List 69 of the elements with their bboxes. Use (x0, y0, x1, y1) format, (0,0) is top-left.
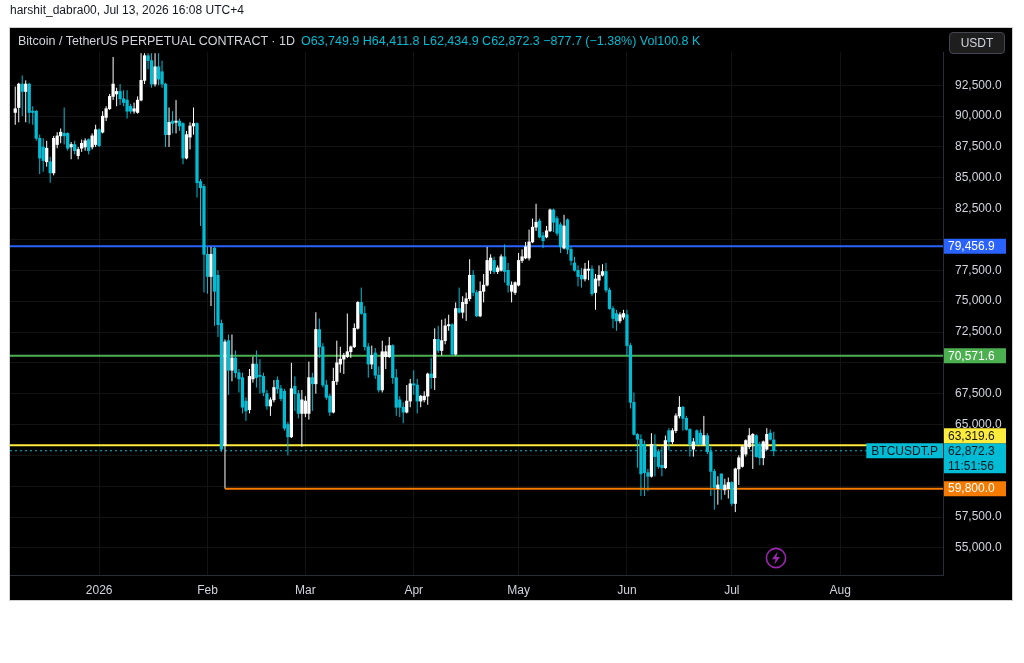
text: harshit_dabra00, Jul 13, 2026 16:08 UTC+4 (10, 3, 244, 18)
chart-title: Bitcoin / TetherUS PERPETUAL CONTRACT · 1D (18, 34, 295, 48)
candlestick (156, 52, 161, 86)
x-tick-label: Mar (295, 582, 316, 597)
candlestick (345, 313, 349, 359)
candlestick (48, 156, 52, 184)
candlestick (457, 287, 461, 314)
candlestick (461, 295, 465, 319)
candlestick (45, 140, 49, 168)
candlestick (586, 259, 591, 281)
candlestick (94, 124, 98, 148)
x-tick-label: Jun (617, 582, 637, 597)
y-tick-label: 55,000.0 (955, 540, 1003, 555)
candlestick (702, 415, 706, 446)
candlestick (114, 87, 119, 107)
y-tick-label: 57,500.0 (955, 509, 1003, 524)
ref-line-label: 63,319.6 (948, 428, 996, 443)
y-tick-label: 75,000.0 (955, 293, 1003, 308)
y-tick-label: 82,500.0 (955, 200, 1003, 215)
candlestick (300, 389, 304, 448)
y-tick-label: 92,500.0 (955, 77, 1003, 92)
candlestick (387, 336, 391, 359)
candlestick (408, 378, 412, 408)
y-axis-title: USDT (949, 32, 1005, 54)
chart-subtitle: O63,749.9 H64,411.8 L62,434.9 C62,872.3 −877.7 (−1.38%) Vol100.8 K (300, 34, 701, 48)
y-tick-label: 65,000.0 (955, 416, 1003, 431)
y-tick-label: 77,500.0 (955, 262, 1003, 277)
candlestick (258, 358, 262, 395)
data-label: 59,800.0 (948, 481, 996, 496)
y-tick-label: 87,500.0 (955, 139, 1003, 154)
x-tick-label: Feb (197, 582, 219, 597)
y-tick-label: 90,000.0 (955, 108, 1003, 123)
candlestick (209, 246, 213, 307)
x-tick-label: Jul (724, 582, 740, 597)
y-tick-label: 67,500.0 (955, 385, 1003, 400)
ref-line-label: 70,571.6 (948, 348, 996, 363)
candlestick (97, 127, 101, 148)
candlestick (551, 208, 556, 233)
candlestick (20, 74, 24, 117)
candlestick (167, 107, 171, 148)
candlestick (174, 99, 178, 134)
candlestick (401, 401, 405, 424)
annotation: BTCUSDT.P (871, 443, 939, 458)
candlestick (412, 369, 416, 396)
candlestick (405, 384, 409, 414)
candlestick (730, 480, 734, 507)
candlestick (118, 83, 122, 106)
candlestick (436, 325, 440, 354)
candlestick (41, 137, 45, 173)
candlestick (691, 437, 695, 458)
candlestick (562, 214, 566, 250)
y-tick-label: 72,500.0 (955, 324, 1003, 339)
candlestick (583, 262, 587, 282)
candlestick (370, 345, 374, 370)
text: 11:51:56 (948, 458, 995, 473)
candlestick (653, 433, 657, 477)
candlestick (230, 333, 234, 382)
candlestick (13, 86, 17, 126)
y-tick-label: 85,000.0 (955, 170, 1003, 185)
candlestick (310, 372, 314, 412)
ref-line-label: 62,872.3 (948, 443, 996, 458)
candlestick (440, 319, 444, 356)
candlestick (719, 473, 723, 501)
candlestick (170, 110, 175, 134)
x-tick-label: 2026 (85, 582, 113, 597)
x-tick-label: Apr (404, 582, 424, 597)
x-tick-label: Aug (829, 582, 851, 597)
ref-line-label: 79,456.9 (948, 239, 996, 253)
x-tick-label: May (507, 582, 530, 597)
